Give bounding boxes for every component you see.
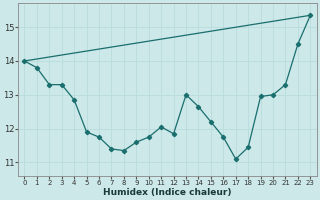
X-axis label: Humidex (Indice chaleur): Humidex (Indice chaleur): [103, 188, 232, 197]
